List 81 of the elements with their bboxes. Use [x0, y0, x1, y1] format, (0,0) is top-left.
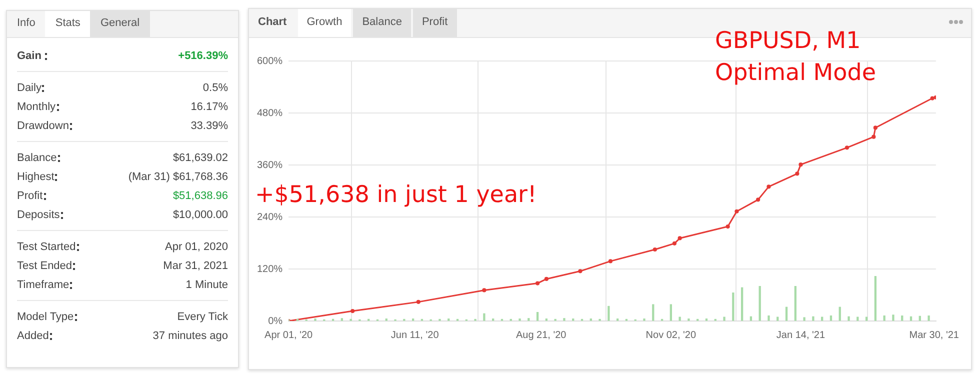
text: Chart	[257, 15, 288, 30]
bar	[776, 316, 779, 321]
x-tick-label: Nov 02, '20	[646, 330, 696, 341]
text: Balance	[353, 9, 411, 37]
text: (Mar 31) $61,768.36	[128, 170, 228, 182]
text: 1 Minute	[186, 278, 228, 290]
x-tick-label: Mar 30, '21	[909, 330, 960, 341]
category-label: Monthly	[17, 100, 56, 112]
text: Apr 01, 2020	[165, 240, 228, 252]
bar	[732, 292, 734, 321]
bar	[768, 315, 770, 321]
bar	[865, 316, 868, 321]
x-tick-label: Apr 01, '20	[264, 330, 314, 341]
text: Mar 31, 2021	[163, 260, 228, 272]
bar	[794, 286, 796, 321]
text: Info	[16, 16, 36, 31]
bar	[901, 315, 904, 321]
y-tick-label: 120%	[257, 264, 283, 275]
text: Growth	[298, 9, 352, 37]
bar	[910, 316, 912, 321]
text: General	[90, 11, 150, 37]
category-label: Timeframe	[17, 278, 70, 290]
text: Every Tick	[177, 310, 228, 322]
bar	[883, 315, 886, 321]
text: GBPUSD, M1	[715, 27, 861, 55]
bar	[536, 312, 539, 321]
y-tick-label: 480%	[257, 108, 283, 119]
text: $51,638.96	[172, 190, 228, 202]
text: 16.17%	[190, 100, 228, 112]
bar	[528, 318, 530, 321]
x-tick-label: Jan 14, '21	[776, 330, 826, 341]
bar	[785, 306, 788, 321]
bar	[838, 306, 841, 321]
y-tick-label: 360%	[257, 160, 283, 171]
bar	[670, 304, 672, 321]
x-tick-label: Jun 11, '20	[390, 330, 440, 341]
y-tick-label: 600%	[257, 56, 283, 67]
bar	[678, 316, 681, 321]
bar	[918, 316, 921, 321]
text: $10,000.00	[172, 208, 228, 220]
bar	[812, 316, 814, 321]
category-label: Added	[17, 330, 49, 342]
bar	[750, 316, 752, 321]
category-label: Model Type	[17, 310, 74, 322]
bar	[848, 316, 850, 321]
text: 0.5%	[202, 82, 228, 94]
text: Profit	[412, 9, 457, 37]
category-label: Test Started	[17, 240, 76, 252]
bar	[892, 314, 894, 321]
bar	[740, 287, 744, 321]
category-label: Test Ended	[17, 260, 72, 272]
text: $61,639.02	[172, 152, 228, 164]
category-label: Profit	[17, 190, 43, 202]
category-label: Daily	[17, 82, 42, 94]
x-tick-label: Aug 21, '20	[516, 330, 567, 341]
category-label: Gain	[17, 50, 42, 62]
text: 33.39%	[190, 120, 228, 132]
text: +516.39%	[178, 50, 228, 62]
bar	[723, 316, 726, 321]
annotation: +$51,638 in just 1 year!	[255, 181, 537, 209]
bar	[652, 304, 654, 321]
category-label: Deposits	[17, 208, 60, 220]
bar	[608, 306, 610, 321]
bar	[803, 317, 806, 321]
annotation: Optimal Mode	[715, 59, 876, 87]
bar	[856, 316, 859, 321]
bar	[821, 316, 824, 321]
bar	[340, 318, 344, 321]
bar	[830, 315, 832, 321]
category-label: Highest	[17, 170, 54, 182]
bar	[874, 276, 877, 321]
category-label: Balance	[17, 152, 57, 164]
bar	[758, 286, 761, 321]
category-label: Drawdown	[17, 120, 69, 132]
y-tick-label: 240%	[257, 212, 283, 223]
text: 37 minutes ago	[152, 330, 228, 342]
bar	[563, 318, 566, 321]
bar	[928, 315, 930, 321]
text: Stats	[45, 11, 90, 37]
bar	[483, 313, 486, 321]
y-tick-label: 0%	[268, 316, 283, 327]
